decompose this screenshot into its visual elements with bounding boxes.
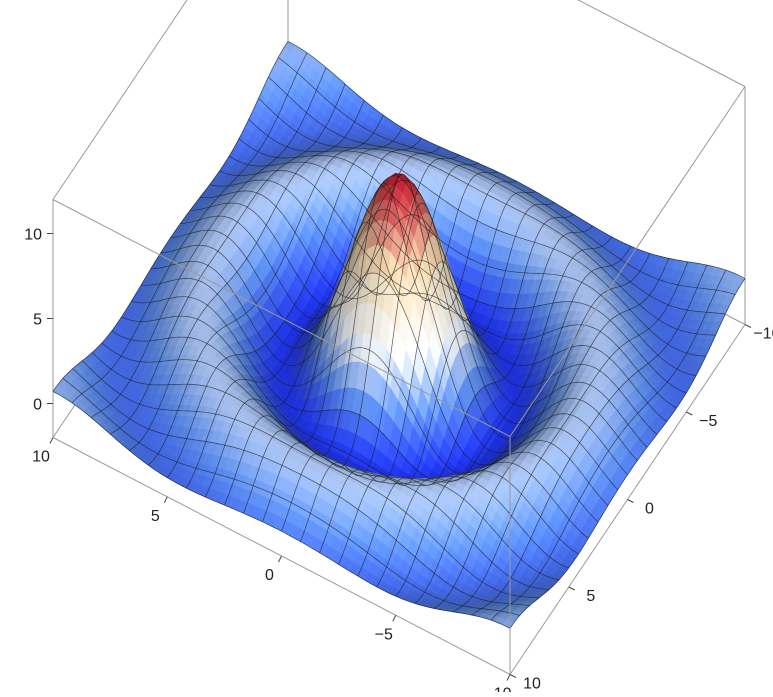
- y-tick-mark: [627, 499, 634, 503]
- z-tick-label: 0: [33, 397, 42, 414]
- y-tick-label: 0: [645, 501, 654, 518]
- x-tick-mark: [278, 555, 282, 563]
- box-edge: [577, 0, 746, 87]
- surface-mesh: [52, 41, 746, 629]
- y-tick-mark: [686, 411, 693, 416]
- x-tick-label: 5: [151, 508, 160, 525]
- x-tick-label: −5: [375, 626, 393, 643]
- y-tick-label: 10: [523, 676, 541, 693]
- x-tick-mark: [163, 496, 168, 504]
- x-tick-label: 0: [265, 567, 274, 584]
- box-edge: [52, 0, 188, 200]
- y-tick-label: 5: [586, 588, 595, 605]
- y-tick-label: −5: [699, 413, 717, 430]
- x-tick-label: −10: [484, 686, 511, 693]
- y-tick-mark: [509, 674, 517, 678]
- x-tick-mark: [49, 437, 54, 444]
- x-tick-mark: [506, 674, 511, 681]
- y-tick-mark: [744, 324, 752, 328]
- y-tick-mark: [568, 586, 576, 591]
- y-tick-label: −10: [753, 326, 773, 343]
- z-tick-label: 10: [24, 227, 42, 244]
- x-tick-label: 10: [32, 449, 50, 466]
- x-tick-mark: [392, 615, 397, 622]
- z-tick-label: 5: [33, 312, 42, 329]
